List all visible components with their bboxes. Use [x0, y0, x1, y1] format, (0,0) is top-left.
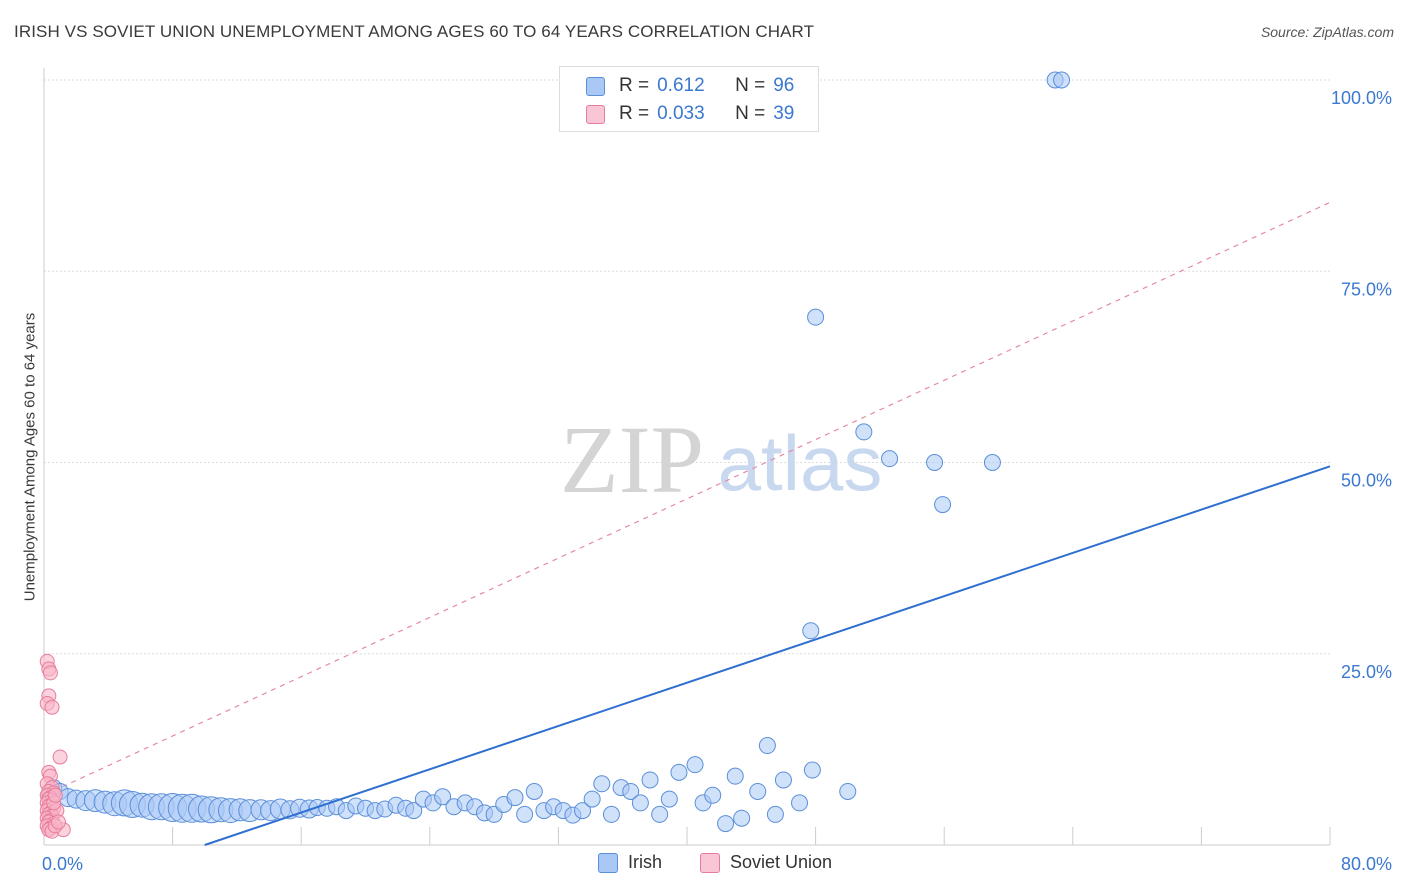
bottom-legend-irish: Irish — [598, 852, 662, 873]
irish-point — [405, 802, 423, 820]
watermark-zip: ZIP — [560, 406, 704, 513]
x-tick-label: 80.0% — [1341, 854, 1392, 874]
legend-r-value: 0.612 — [657, 75, 705, 96]
x-tick-label: 0.0% — [42, 854, 83, 874]
soviet-trend-line — [43, 201, 1331, 796]
legend: R = 0.612 N = 96 R = 0.033 N = 39 — [559, 66, 819, 132]
soviet-point — [42, 665, 58, 681]
chart-title: IRISH VS SOVIET UNION UNEMPLOYMENT AMONG… — [14, 22, 815, 41]
grid-lines — [44, 79, 1330, 655]
soviet-trendline — [43, 201, 1331, 796]
irish-point — [934, 496, 952, 514]
axes — [43, 68, 1331, 846]
legend-swatch-soviet — [586, 104, 605, 124]
y-tick-label: 75.0% — [1341, 279, 1392, 299]
irish-point — [1053, 71, 1071, 89]
irish-point — [574, 802, 592, 820]
legend-row-irish: R = 0.612 N = 96 — [586, 73, 794, 99]
bottom-legend-label-irish: Irish — [628, 852, 663, 872]
bottom-legend-soviet: Soviet Union — [700, 852, 832, 873]
soviet-points — [39, 653, 71, 839]
irish-point — [670, 763, 688, 781]
soviet-point — [50, 814, 66, 830]
irish-point — [583, 790, 601, 808]
irish-point — [774, 771, 792, 789]
irish-point — [803, 761, 821, 779]
legend-r-label: R = — [619, 75, 650, 96]
legend-swatch-irish — [586, 76, 605, 96]
irish-point — [641, 771, 659, 789]
legend-n-value: 96 — [773, 75, 795, 96]
irish-point — [983, 454, 1001, 471]
irish-point — [434, 788, 452, 806]
soviet-point — [52, 749, 68, 765]
legend-n-label: N = — [735, 103, 766, 124]
irish-point — [704, 786, 722, 804]
bottom-legend: Irish Soviet Union — [0, 852, 1406, 878]
irish-points — [41, 71, 1071, 833]
irish-point — [926, 454, 944, 471]
legend-row-soviet: R = 0.033 N = 39 — [586, 101, 794, 127]
legend-n-value: 39 — [773, 103, 795, 124]
watermark-atlas: atlas — [718, 419, 883, 507]
irish-point — [651, 805, 669, 823]
irish-trendline — [204, 465, 1331, 846]
soviet-point — [44, 699, 60, 715]
soviet-point — [47, 787, 63, 803]
irish-point — [758, 737, 776, 755]
irish-point — [593, 775, 611, 793]
legend-r-value: 0.033 — [657, 103, 705, 124]
irish-point — [516, 805, 534, 823]
irish-point — [602, 805, 620, 823]
irish-point — [686, 756, 704, 774]
irish-point — [839, 782, 857, 800]
irish-point — [749, 782, 767, 800]
y-tick-label: 50.0% — [1341, 471, 1392, 491]
source-label: Source: ZipAtlas.com — [1260, 24, 1394, 40]
irish-trend-line — [204, 465, 1331, 846]
irish-point — [717, 815, 735, 833]
irish-point — [881, 450, 899, 468]
irish-point — [622, 782, 640, 800]
y-tick-label: 25.0% — [1341, 662, 1392, 682]
legend-r-label: R = — [619, 103, 650, 124]
irish-point — [766, 805, 784, 823]
bottom-legend-label-soviet: Soviet Union — [730, 852, 833, 872]
tick-labels: 25.0% 50.0% 75.0% 100.0% 0.0% 80.0% — [42, 88, 1392, 874]
irish-point — [631, 794, 649, 812]
bottom-legend-swatch-soviet — [700, 852, 720, 873]
watermark: ZIP atlas — [560, 406, 882, 513]
irish-point — [791, 794, 809, 812]
irish-point — [660, 790, 678, 808]
irish-point — [855, 423, 873, 441]
irish-point — [802, 622, 820, 640]
y-tick-label: 100.0% — [1331, 88, 1392, 108]
irish-point — [506, 789, 524, 807]
irish-point — [733, 809, 751, 827]
legend-n-label: N = — [735, 75, 766, 96]
irish-point — [726, 767, 744, 785]
irish-point — [807, 308, 825, 326]
bottom-legend-swatch-irish — [598, 852, 618, 873]
irish-point — [525, 782, 543, 800]
